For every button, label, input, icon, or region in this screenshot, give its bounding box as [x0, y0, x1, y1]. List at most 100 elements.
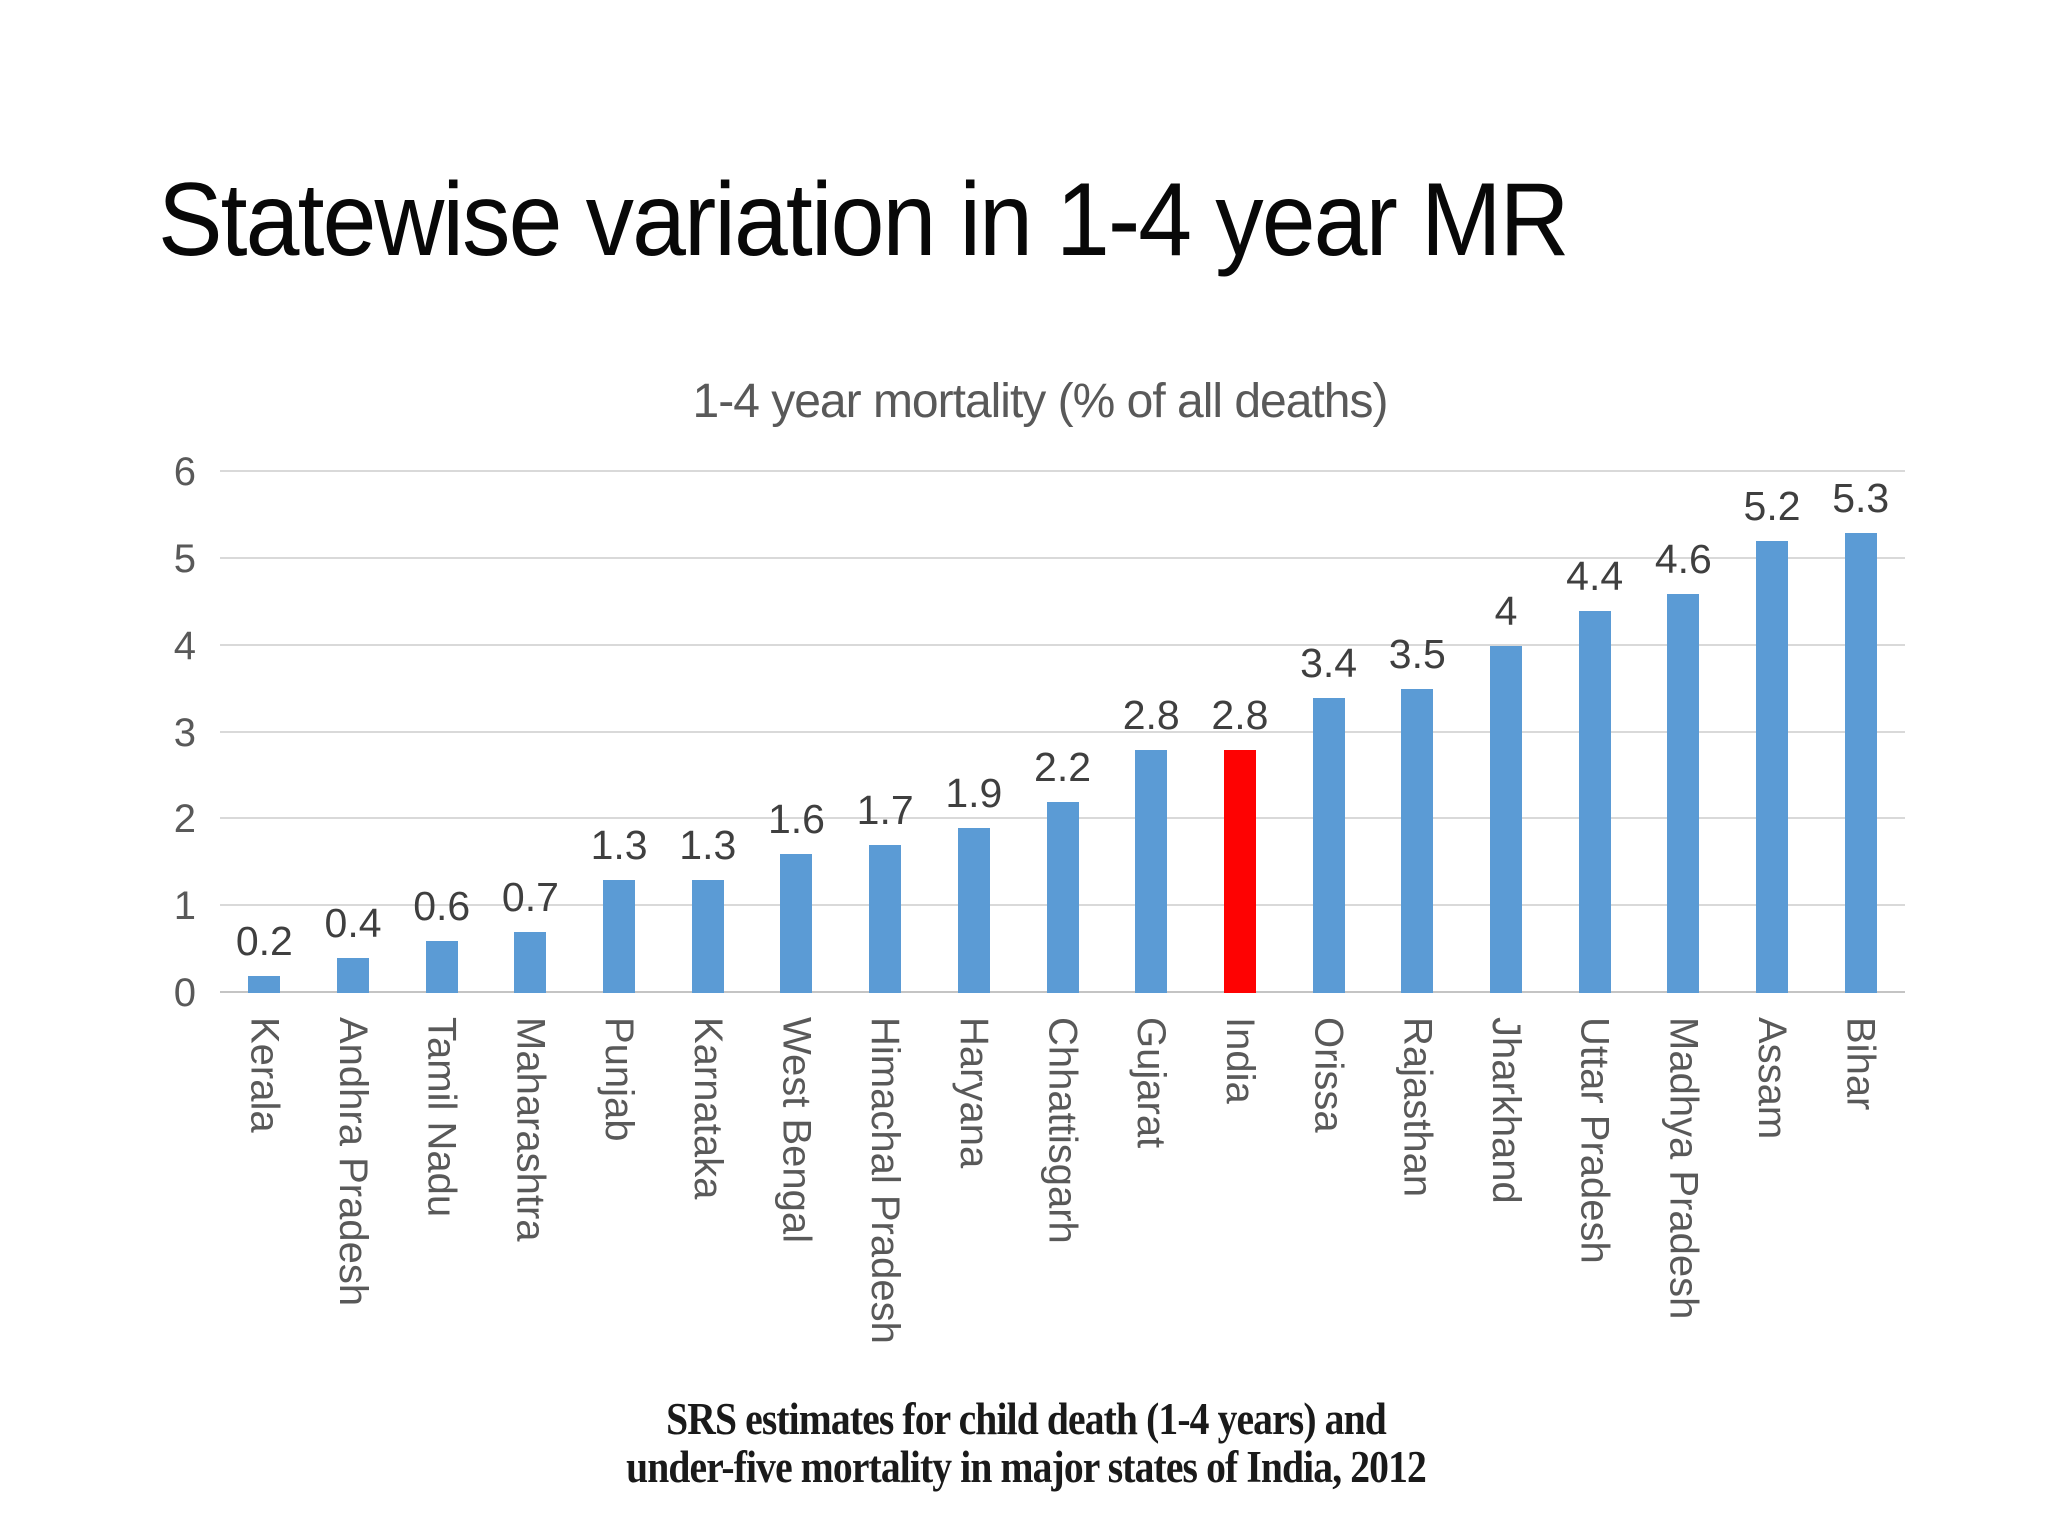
category-slot: Assam [1728, 1017, 1817, 1457]
chart-title: 1-4 year mortality (% of all deaths) [692, 375, 1389, 428]
category-label: Haryana [951, 1017, 996, 1169]
bar-value-label: 0.2 [235, 917, 293, 964]
y-axis-tick-label: 5 [173, 536, 196, 581]
category-slot: Uttar Pradesh [1550, 1017, 1639, 1457]
bar [1667, 593, 1700, 993]
bar-slot: 0.7 [486, 472, 575, 993]
bar [337, 958, 370, 993]
bar [1756, 541, 1789, 993]
bar-highlighted [1223, 749, 1256, 993]
bar [1046, 801, 1079, 993]
category-slot: Madhya Pradesh [1639, 1017, 1728, 1457]
bar [957, 828, 990, 993]
category-label: Kerala [242, 1017, 287, 1133]
gridline [220, 730, 1905, 733]
bar-value-label: 1.7 [856, 787, 914, 834]
category-label: Gujarat [1129, 1017, 1174, 1149]
bar [1312, 697, 1345, 993]
y-axis-tick-label: 3 [173, 710, 196, 755]
category-slot: Maharashtra [486, 1017, 575, 1457]
bar-value-label: 4.4 [1566, 552, 1624, 599]
category-label: Jharkhand [1483, 1017, 1528, 1204]
bar-value-label: 5.3 [1832, 474, 1890, 521]
y-axis-tick-label: 1 [173, 884, 196, 929]
category-slot: Kerala [220, 1017, 309, 1457]
bar [514, 932, 547, 993]
bar-slot: 0.2 [220, 472, 309, 993]
category-slot: Chhattisgarh [1018, 1017, 1107, 1457]
bar-slot: 0.6 [397, 472, 486, 993]
bar-slot: 2.8 [1107, 472, 1196, 993]
category-slot: Rajasthan [1373, 1017, 1462, 1457]
category-slot: Bihar [1816, 1017, 1905, 1457]
bar-value-label: 5.2 [1743, 483, 1801, 530]
source-caption-line1: SRS estimates for child death (1-4 years… [666, 1394, 1387, 1444]
y-axis-tick-label: 6 [173, 450, 196, 494]
bar-value-label: 1.3 [590, 822, 648, 869]
bar-slot: 4.4 [1550, 472, 1639, 993]
bar-slot: 5.3 [1816, 472, 1905, 993]
category-slot: Himachal Pradesh [841, 1017, 930, 1457]
bar-slot: 1.3 [663, 472, 752, 993]
bar-slot: 1.3 [575, 472, 664, 993]
category-label: Himachal Pradesh [863, 1017, 908, 1344]
category-label: West Bengal [774, 1017, 819, 1244]
category-label: Madhya Pradesh [1661, 1017, 1706, 1320]
bar-slot: 4 [1462, 472, 1551, 993]
category-label: Bihar [1838, 1017, 1883, 1111]
category-slot: Karnataka [663, 1017, 752, 1457]
source-caption: SRS estimates for child death (1-4 years… [475, 1395, 1577, 1491]
category-slot: Gujarat [1107, 1017, 1196, 1457]
category-slot: India [1196, 1017, 1285, 1457]
category-slot: West Bengal [752, 1017, 841, 1457]
category-label: Chhattisgarh [1040, 1017, 1085, 1244]
category-slot: Jharkhand [1462, 1017, 1551, 1457]
category-label: India [1217, 1017, 1262, 1104]
bar-value-label: 0.4 [324, 900, 382, 947]
bar-value-label: 4 [1494, 587, 1518, 634]
bar-slot: 3.5 [1373, 472, 1462, 993]
bar-slot: 5.2 [1728, 472, 1817, 993]
bar [1401, 689, 1434, 993]
category-slot: Tamil Nadu [397, 1017, 486, 1457]
bar-value-label: 1.9 [945, 770, 1003, 817]
bar [1578, 610, 1611, 993]
category-label: Punjab [597, 1017, 642, 1142]
bar-slot: 2.2 [1018, 472, 1107, 993]
bar [780, 854, 813, 993]
bar-value-label: 3.4 [1300, 639, 1358, 686]
bar [603, 880, 636, 993]
bar-value-label: 2.8 [1211, 691, 1269, 738]
category-slot: Haryana [930, 1017, 1019, 1457]
bar [691, 880, 724, 993]
bar [1489, 645, 1522, 993]
bar-slot: 3.4 [1284, 472, 1373, 993]
bar [248, 975, 281, 993]
category-label: Assam [1750, 1017, 1795, 1140]
bar-slot: 1.9 [930, 472, 1019, 993]
source-caption-line2: under-five mortality in major states of … [626, 1442, 1427, 1493]
bar [1844, 532, 1877, 993]
bar-value-label: 2.2 [1034, 743, 1092, 790]
slide-title: Statewise variation in 1-4 year MR [158, 162, 1570, 278]
category-label: Tamil Nadu [419, 1017, 464, 1218]
category-label: Maharashtra [508, 1017, 553, 1242]
category-label: Karnataka [685, 1017, 730, 1200]
bar-slot: 1.6 [752, 472, 841, 993]
category-slot: Punjab [575, 1017, 664, 1457]
gridline [220, 556, 1905, 559]
category-label: Orissa [1306, 1017, 1351, 1133]
bar-slot: 0.4 [309, 472, 398, 993]
y-axis-tick-label: 2 [173, 797, 196, 842]
bar-value-label: 1.3 [679, 822, 737, 869]
plot-area: 0.2 0.4 0.6 0.7 1.3 1.3 1.6 1.7 1.9 2.2 2.8 2.8 3.4 3… [220, 470, 1905, 993]
bar-value-label: 2.8 [1122, 691, 1180, 738]
y-axis-tick-label: 0 [173, 971, 196, 1015]
category-label: Andhra Pradesh [331, 1017, 376, 1307]
x-axis-category-labels: Kerala Andhra Pradesh Tamil Nadu Maharashtr… [220, 1017, 1905, 1457]
category-label: Rajasthan [1395, 1017, 1440, 1198]
bar-value-label: 3.5 [1388, 631, 1446, 678]
bar-value-label: 1.6 [767, 796, 825, 843]
category-slot: Andhra Pradesh [309, 1017, 398, 1457]
